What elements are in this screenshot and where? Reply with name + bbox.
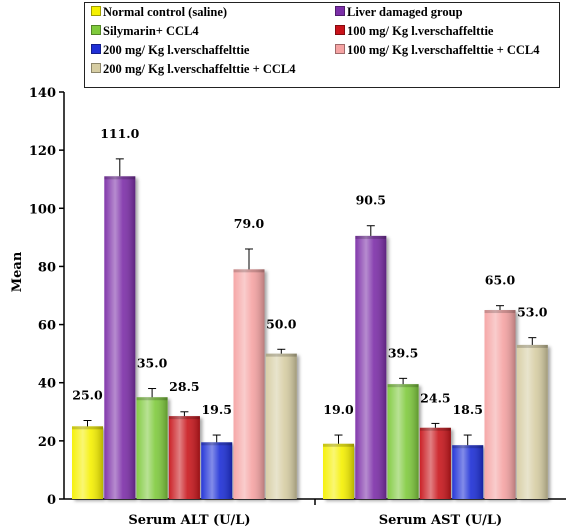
data-label: 28.5 (169, 379, 199, 394)
legend-item-200mg-ccl4: 200 mg/ Kg l.verschaffelttie + CCL4 (91, 62, 296, 76)
x-category-label: Serum AST (U/L) (379, 513, 502, 528)
data-label: 18.5 (452, 402, 482, 417)
legend-swatch-icon (335, 44, 345, 54)
bar-top-edge (201, 442, 233, 446)
bar-top-edge (355, 235, 387, 239)
bar-shading (387, 384, 419, 499)
bar-top-edge (265, 353, 297, 357)
bar-top-edge (104, 176, 136, 180)
y-tick-label: 80 (38, 260, 56, 275)
legend-swatch-icon (335, 6, 345, 16)
legend-swatch-icon (91, 63, 101, 73)
legend-item-liver-damaged: Liver damaged group (335, 5, 463, 19)
bar-shading (72, 426, 103, 499)
data-label: 19.0 (323, 402, 354, 417)
y-tick-label: 100 (29, 202, 56, 217)
bar-top-edge (419, 427, 451, 431)
bar-shading (323, 443, 354, 499)
legend-swatch-icon (335, 25, 345, 35)
data-label: 19.5 (201, 402, 231, 417)
data-label: 39.5 (388, 345, 418, 360)
bar-shading (452, 445, 484, 499)
bar-top-edge (323, 443, 354, 447)
bar-shading (136, 397, 168, 499)
data-label: 53.0 (517, 305, 548, 320)
legend-item-silymarin: Silymarin+ CCL4 (91, 24, 199, 38)
bar-shading (168, 416, 200, 499)
legend-swatch-icon (91, 6, 101, 16)
bar-shading (265, 353, 297, 499)
bar-shading (104, 176, 136, 500)
bar-top-edge (136, 397, 168, 401)
data-label: 50.0 (266, 316, 297, 331)
bar-top-edge (484, 310, 516, 314)
plot-area: 0 20 40 60 80 100 120 140 Serum ALT (U/L) 25.0 111… (29, 86, 566, 528)
y-tick-label: 40 (38, 377, 56, 392)
y-tick-label: 0 (47, 493, 56, 508)
legend-item-normal-control: Normal control (saline) (91, 5, 227, 19)
legend-swatch-icon (91, 44, 101, 54)
data-label: 111.0 (100, 126, 139, 141)
x-category-label: Serum ALT (U/L) (128, 513, 250, 528)
y-tick-label: 140 (29, 86, 56, 101)
data-label: 65.0 (485, 273, 516, 288)
y-axis-label: Mean (10, 251, 25, 292)
bar-top-edge (516, 344, 548, 348)
bar-shading (201, 442, 233, 499)
data-label: 25.0 (72, 388, 103, 403)
legend-item-100mg: 100 mg/ Kg l.verschaffelttie (335, 24, 493, 38)
bar-top-edge (72, 426, 103, 430)
bar-top-edge (168, 416, 200, 420)
bar-shading (516, 344, 548, 499)
data-label: 24.5 (420, 390, 450, 405)
bar-shading (355, 235, 387, 499)
bar-shading (419, 427, 451, 499)
data-label: 35.0 (137, 356, 168, 371)
y-tick-label: 120 (29, 144, 56, 159)
y-tick-label: 60 (38, 319, 56, 334)
bar-top-edge (387, 384, 419, 388)
data-label: 79.0 (234, 216, 265, 231)
bar-top-edge (452, 445, 484, 449)
bar-shading (233, 269, 265, 499)
data-label: 90.5 (356, 193, 386, 208)
legend-swatch-icon (91, 25, 101, 35)
legend-item-100mg-ccl4: 100 mg/ Kg l.verschaffelttie + CCL4 (335, 43, 540, 57)
legend: Normal control (saline) Liver damaged gr… (84, 2, 560, 88)
bar-top-edge (233, 269, 265, 273)
bar-shading (484, 310, 516, 499)
y-tick-label: 20 (38, 435, 56, 450)
legend-item-200mg: 200 mg/ Kg l.verschaffelttie (91, 43, 249, 57)
